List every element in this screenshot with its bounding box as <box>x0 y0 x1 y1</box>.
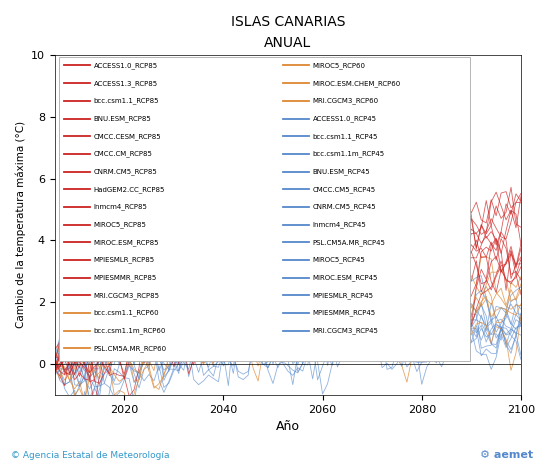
Text: ACCESS1.3_RCP85: ACCESS1.3_RCP85 <box>94 80 158 86</box>
Text: MRI.CGCM3_RCP60: MRI.CGCM3_RCP60 <box>312 97 379 104</box>
Text: CNRM.CM5_RCP45: CNRM.CM5_RCP45 <box>312 203 376 210</box>
Text: Inmcm4_RCP45: Inmcm4_RCP45 <box>312 221 366 228</box>
Text: CMCC.CM_RCP85: CMCC.CM_RCP85 <box>94 151 152 157</box>
Title: ISLAS CANARIAS
ANUAL: ISLAS CANARIAS ANUAL <box>230 15 345 49</box>
Text: MIROC.ESM_RCP85: MIROC.ESM_RCP85 <box>94 239 159 246</box>
Text: bcc.csm1.1_RCP85: bcc.csm1.1_RCP85 <box>94 97 159 104</box>
Text: MPIESMLR_RCP85: MPIESMLR_RCP85 <box>94 256 155 263</box>
Text: CMCC.CM5_RCP45: CMCC.CM5_RCP45 <box>312 186 376 193</box>
Text: MRI.CGCM3_RCP45: MRI.CGCM3_RCP45 <box>312 327 378 334</box>
Text: MIROC5_RCP45: MIROC5_RCP45 <box>312 256 365 263</box>
Text: CMCC.CESM_RCP85: CMCC.CESM_RCP85 <box>94 133 161 140</box>
Text: ACCESS1.0_RCP45: ACCESS1.0_RCP45 <box>312 115 377 122</box>
FancyBboxPatch shape <box>59 57 470 360</box>
X-axis label: Año: Año <box>276 420 300 433</box>
Text: MPIESMMR_RCP45: MPIESMMR_RCP45 <box>312 310 376 316</box>
Text: bcc.csm1.1m_RCP45: bcc.csm1.1m_RCP45 <box>312 151 384 157</box>
Text: bcc.csm1.1m_RCP60: bcc.csm1.1m_RCP60 <box>94 327 166 334</box>
Text: MIROC5_RCP85: MIROC5_RCP85 <box>94 221 146 228</box>
Text: BNU.ESM_RCP85: BNU.ESM_RCP85 <box>94 115 151 122</box>
Text: Inmcm4_RCP85: Inmcm4_RCP85 <box>94 203 147 210</box>
Text: HadGEM2.CC_RCP85: HadGEM2.CC_RCP85 <box>94 186 165 193</box>
Text: bcc.csm1.1_RCP45: bcc.csm1.1_RCP45 <box>312 133 378 140</box>
Text: MPIESMLR_RCP45: MPIESMLR_RCP45 <box>312 292 373 298</box>
Y-axis label: Cambio de la temperatura máxima (°C): Cambio de la temperatura máxima (°C) <box>15 122 25 328</box>
Text: MRI.CGCM3_RCP85: MRI.CGCM3_RCP85 <box>94 292 160 298</box>
Text: ACCESS1.0_RCP85: ACCESS1.0_RCP85 <box>94 62 158 69</box>
Text: MPIESMMR_RCP85: MPIESMMR_RCP85 <box>94 274 157 281</box>
Text: MIROC5_RCP60: MIROC5_RCP60 <box>312 62 366 69</box>
Text: © Agencia Estatal de Meteorología: © Agencia Estatal de Meteorología <box>11 451 169 460</box>
Text: ⚙ aemet: ⚙ aemet <box>480 450 534 460</box>
Text: MIROC.ESM_RCP45: MIROC.ESM_RCP45 <box>312 274 378 281</box>
Text: CNRM.CM5_RCP85: CNRM.CM5_RCP85 <box>94 168 157 175</box>
Text: bcc.csm1.1_RCP60: bcc.csm1.1_RCP60 <box>94 310 159 316</box>
Text: BNU.ESM_RCP45: BNU.ESM_RCP45 <box>312 168 370 175</box>
Text: PSL.CM5A.MR_RCP60: PSL.CM5A.MR_RCP60 <box>94 345 167 352</box>
Text: MIROC.ESM.CHEM_RCP60: MIROC.ESM.CHEM_RCP60 <box>312 80 401 86</box>
Text: PSL.CM5A.MR_RCP45: PSL.CM5A.MR_RCP45 <box>312 239 386 246</box>
